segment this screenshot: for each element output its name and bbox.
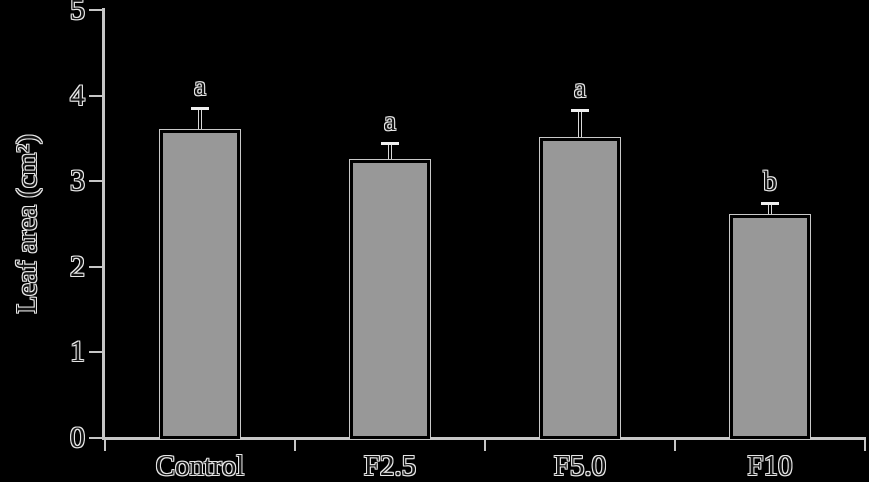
x-category-label-control: Control (155, 450, 245, 482)
x-category-label-f10: F10 (747, 450, 793, 482)
x-tick (484, 439, 486, 451)
error-bar-cap (571, 109, 589, 113)
x-tick (294, 439, 296, 451)
bar-f10 (730, 215, 810, 439)
y-tick (89, 351, 103, 354)
y-tick-label: 1 (70, 335, 85, 369)
sig-letter-f50: a (574, 73, 586, 104)
x-axis-line (102, 437, 866, 440)
y-tick-label: 3 (70, 164, 85, 198)
y-tick (89, 94, 103, 97)
x-tick (864, 439, 866, 451)
x-category-label-f50: F5.0 (553, 450, 607, 482)
error-bar-stem (578, 111, 582, 143)
sig-letter-f25: a (384, 105, 396, 136)
y-tick (89, 9, 103, 11)
x-tick (674, 439, 676, 451)
y-tick-label: 5 (70, 0, 85, 26)
sig-letter-control: a (194, 71, 206, 102)
error-bar-cap (761, 201, 779, 205)
y-tick-label: 2 (70, 249, 85, 283)
bar-f50 (540, 138, 620, 439)
error-bar-cap (381, 141, 399, 145)
y-tick (89, 180, 103, 183)
sig-letter-f10: b (763, 165, 777, 196)
y-tick-label: 0 (70, 421, 85, 454)
y-axis-line (102, 8, 105, 439)
x-category-label-f25: F2.5 (363, 450, 417, 482)
y-tick (89, 437, 103, 439)
error-bar-stem (768, 203, 772, 220)
bar-control (160, 129, 240, 439)
bar-f25 (350, 159, 430, 439)
x-tick (104, 439, 106, 451)
error-bar-stem (198, 109, 202, 134)
y-tick (89, 265, 103, 268)
error-bar-cap (191, 107, 209, 111)
error-bar-stem (388, 143, 392, 164)
y-tick-label: 4 (70, 78, 85, 112)
